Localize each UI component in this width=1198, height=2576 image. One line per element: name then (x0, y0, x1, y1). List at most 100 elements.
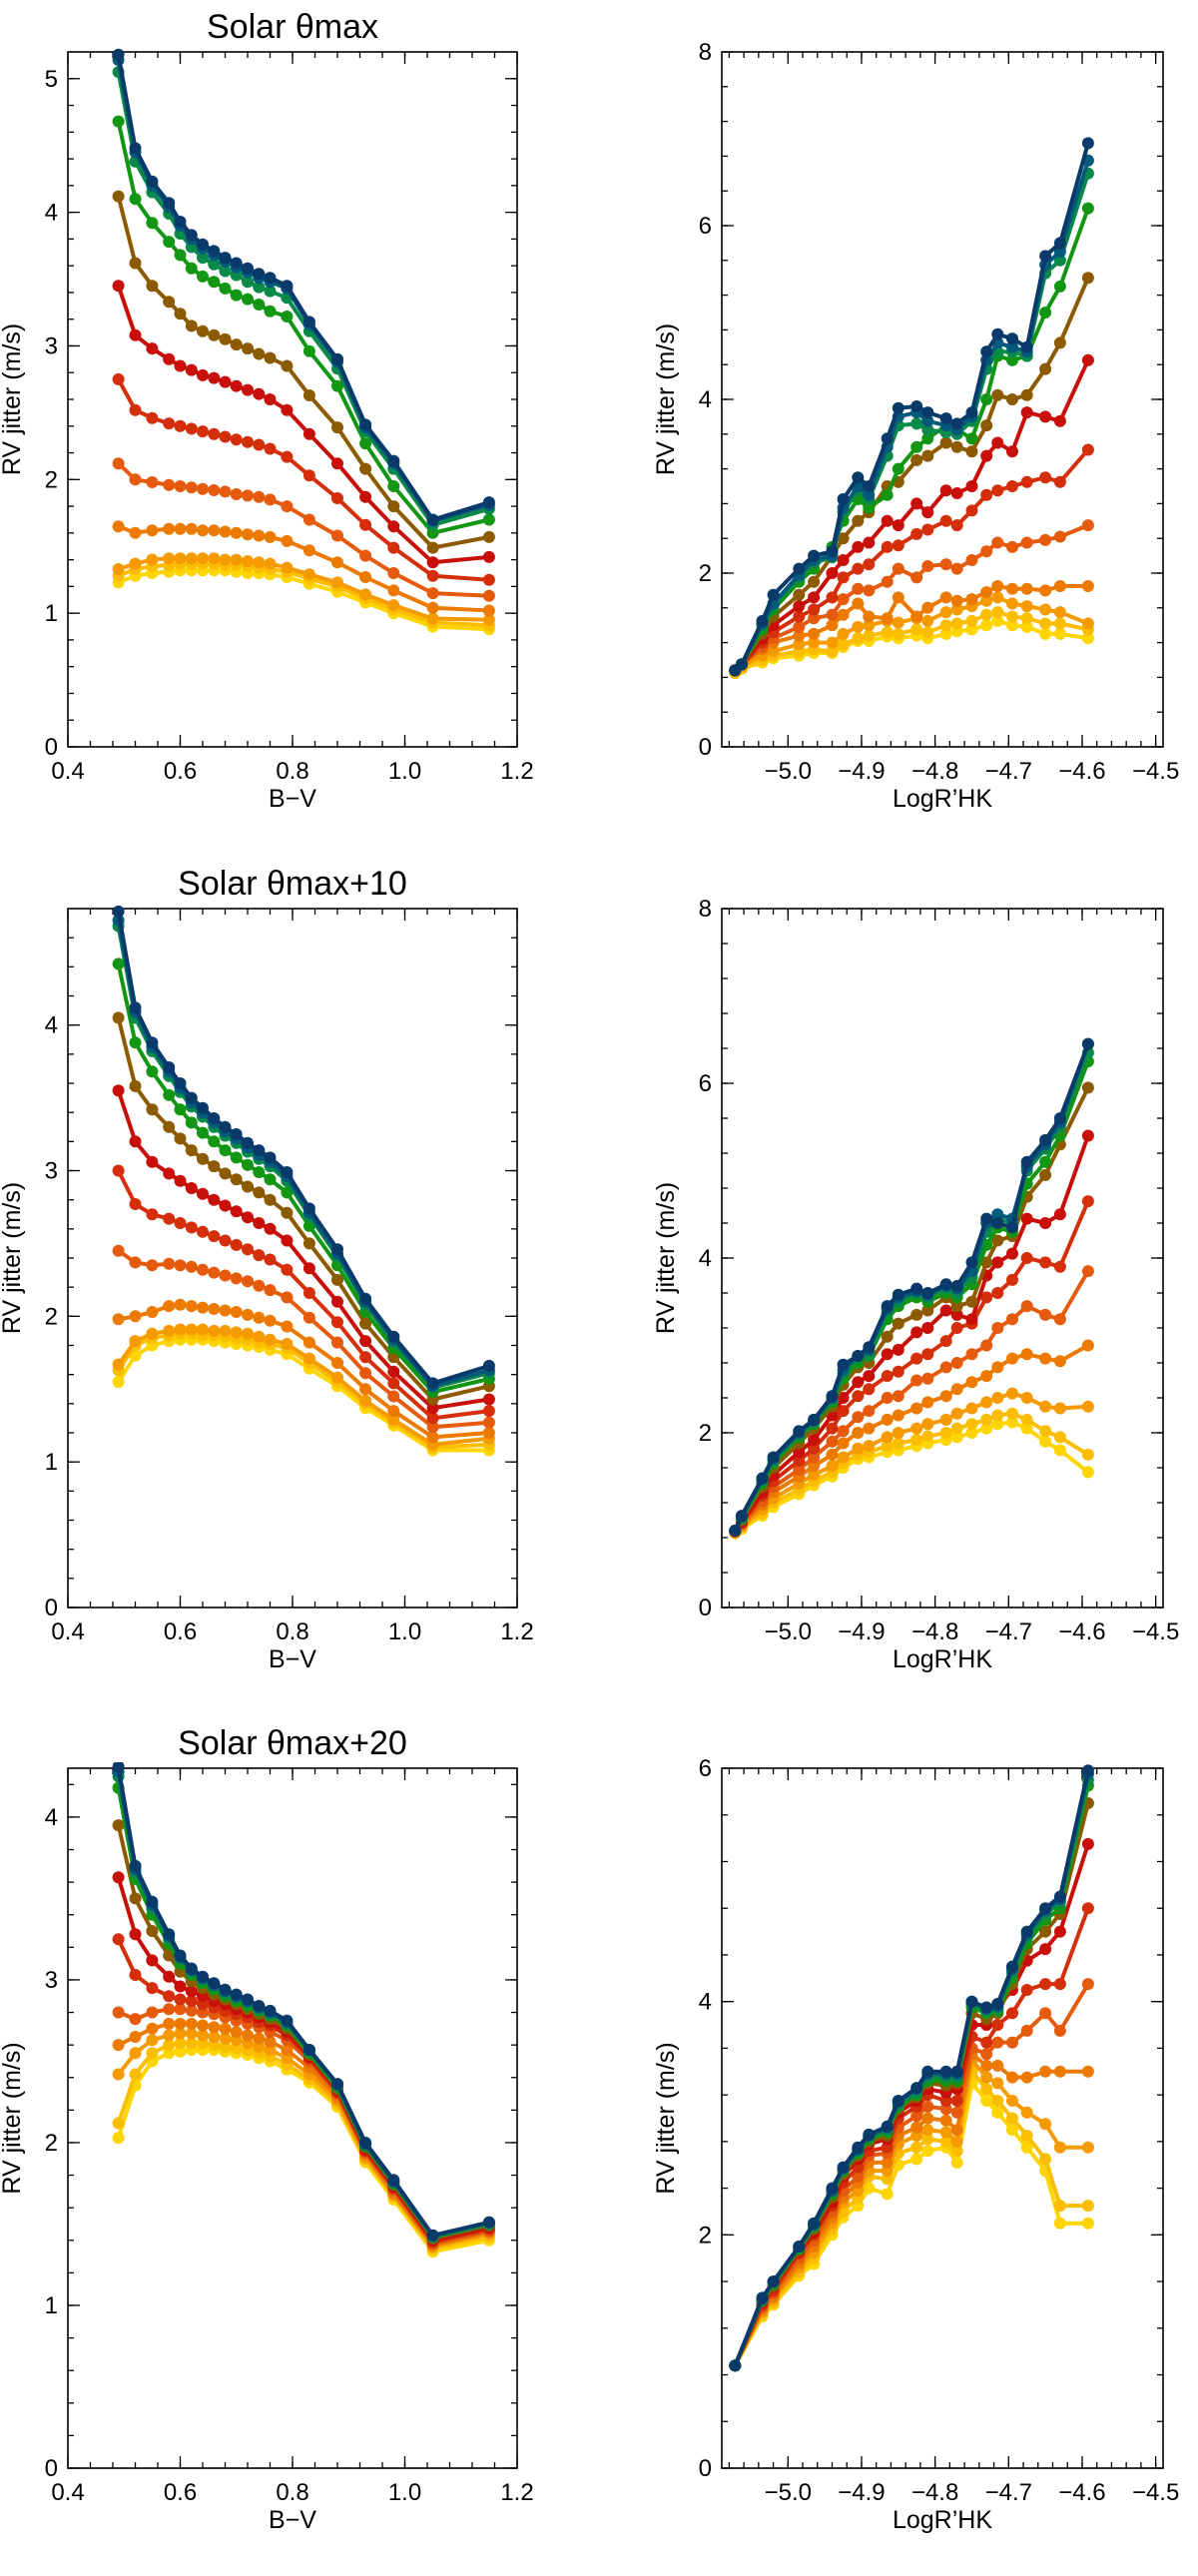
series-line-9 (116, 1785, 491, 2240)
data-point (991, 2106, 1004, 2119)
chart-panel-4: −5.0 −4.9 −4.8 −4.7 −4.6 −4.5 0 2 4 6 8 LogR’HK RV j… (652, 896, 1179, 1673)
data-point (359, 1335, 372, 1348)
x-tick-label: 0.8 (276, 1618, 308, 1645)
data-point (852, 582, 865, 595)
data-point (1081, 2141, 1094, 2154)
data-point (281, 1234, 294, 1247)
data-point (1039, 1925, 1052, 1938)
data-point (208, 1135, 221, 1148)
data-point (991, 436, 1004, 449)
data-point (939, 1335, 952, 1348)
data-point (302, 544, 315, 557)
x-tick-label: 0.4 (51, 1618, 84, 1645)
data-point (208, 258, 221, 271)
x-axis-title: LogR’HK (893, 1645, 992, 1673)
data-point (1053, 530, 1066, 543)
data-point (1053, 1978, 1066, 1991)
data-point (1006, 2112, 1018, 2125)
data-point (910, 1422, 923, 1435)
data-point (1006, 2095, 1018, 2107)
data-point (863, 629, 876, 642)
data-point (1020, 2106, 1033, 2119)
data-point (129, 1079, 142, 1092)
data-point (163, 352, 176, 365)
y-axis-title: RV jitter (m/s) (0, 2042, 26, 2194)
data-point (826, 591, 839, 604)
data-point (174, 359, 187, 372)
data-point (767, 2275, 780, 2288)
data-point (808, 549, 821, 562)
data-point (910, 417, 923, 430)
data-point (197, 2019, 209, 2032)
x-tick-label: 1.0 (388, 1618, 421, 1645)
data-point (729, 1525, 742, 1537)
data-point (852, 597, 865, 610)
data-point (281, 1166, 294, 1178)
data-point (837, 638, 850, 651)
data-point (965, 445, 978, 458)
data-point (185, 1323, 198, 1336)
data-point (387, 1390, 400, 1403)
data-point (950, 1422, 963, 1435)
data-point (910, 2110, 923, 2123)
data-point (281, 1186, 294, 1199)
data-point (1039, 2153, 1052, 2166)
data-point (852, 562, 865, 575)
data-point (939, 2103, 952, 2116)
data-point (1039, 1308, 1052, 1321)
data-point (197, 1998, 209, 2011)
data-point (939, 2135, 952, 2148)
data-point (939, 591, 952, 604)
data-point (208, 245, 221, 258)
x-tick-label: 1.2 (500, 2479, 533, 2506)
data-point (242, 276, 254, 289)
data-point (808, 636, 821, 649)
data-point (482, 550, 495, 563)
data-point (793, 638, 806, 651)
data-point (881, 540, 894, 553)
data-point (219, 332, 232, 345)
data-point (950, 603, 963, 616)
data-point (863, 1370, 876, 1383)
data-point (359, 1383, 372, 1396)
data-point (1081, 1265, 1094, 1278)
x-tick-label: 0.6 (164, 758, 197, 785)
data-point (863, 1405, 876, 1418)
data-point (174, 1103, 187, 1116)
data-point (302, 1352, 315, 1365)
data-point (331, 457, 343, 470)
series-line-10 (116, 70, 491, 527)
y-tick-label: 4 (699, 1989, 712, 2016)
data-point (881, 1392, 894, 1404)
x-tick-label: 1.2 (500, 1618, 533, 1645)
data-point (331, 1371, 343, 1384)
data-point (965, 614, 978, 627)
data-point (980, 619, 993, 632)
data-point (1053, 617, 1066, 630)
data-point (1006, 353, 1018, 366)
data-point (197, 482, 209, 495)
data-point (185, 363, 198, 376)
data-point (185, 522, 198, 535)
data-point (163, 1120, 176, 1133)
x-tick-label: −4.7 (985, 1618, 1032, 1645)
data-point (1081, 580, 1094, 592)
data-point (359, 462, 372, 475)
x-axis-title: LogR’HK (893, 785, 992, 813)
data-point (185, 1116, 198, 1129)
data-point (359, 1292, 372, 1305)
data-point (146, 1954, 159, 1967)
data-point (881, 612, 894, 625)
data-point (921, 449, 934, 462)
data-point (174, 1993, 187, 2006)
data-point (1081, 2200, 1094, 2213)
data-point (1006, 332, 1018, 345)
panel-title: Solar θmax+20 (178, 1724, 407, 1762)
data-point (242, 383, 254, 396)
data-point (129, 1335, 142, 1348)
data-point (302, 568, 315, 581)
data-point (1053, 2200, 1066, 2213)
data-point (939, 514, 952, 527)
data-point (112, 2006, 125, 2019)
